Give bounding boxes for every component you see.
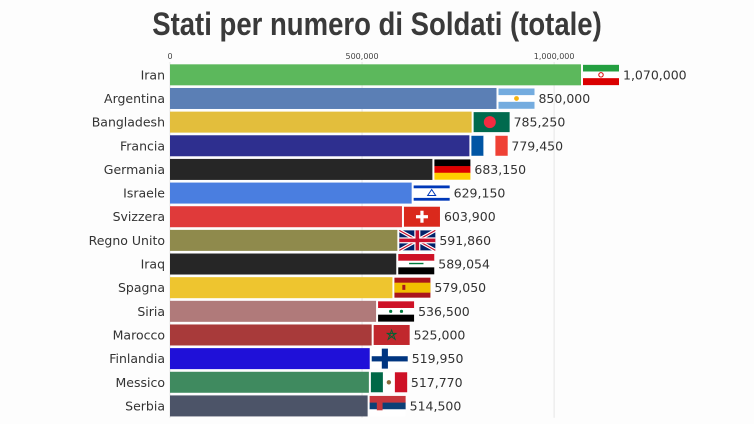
bar-argentina	[170, 87, 497, 109]
value-label: 785,250	[514, 115, 566, 130]
bar-bangladesh	[170, 111, 472, 133]
bar-serbia	[170, 395, 368, 417]
category-label: Messico	[116, 375, 166, 390]
value-label: 603,900	[444, 209, 496, 224]
x-tick-label: 0	[167, 52, 172, 61]
category-label: Siria	[137, 304, 165, 319]
france-flag-icon	[471, 135, 508, 156]
bar-svizzera	[170, 206, 402, 228]
mexico-flag-icon	[370, 372, 408, 393]
bar-israele	[170, 182, 412, 204]
bar-marocco	[170, 324, 372, 346]
value-label: 519,950	[412, 351, 464, 366]
switzerland-flag-icon	[403, 206, 440, 227]
category-label: Regno Unito	[89, 233, 165, 248]
category-label: Argentina	[104, 91, 165, 106]
bar-germania	[170, 158, 433, 180]
category-label: Marocco	[113, 327, 165, 342]
category-label: Israele	[123, 186, 165, 201]
value-label: 683,150	[474, 162, 526, 177]
category-label: Francia	[120, 138, 165, 153]
x-tick-label: 1,000,000	[534, 52, 575, 61]
iraq-flag-icon	[398, 254, 435, 275]
finland-flag-icon	[371, 348, 408, 369]
bar-francia	[170, 135, 470, 157]
category-label: Finlandia	[109, 351, 165, 366]
bangladesh-flag-icon	[473, 112, 510, 133]
value-label: 517,770	[411, 375, 463, 390]
bar-iran	[170, 64, 581, 86]
value-label: 1,070,000	[623, 67, 687, 82]
bar-iraq	[170, 253, 397, 275]
value-label: 779,450	[511, 138, 563, 153]
value-label: 514,500	[410, 398, 462, 413]
spain-flag-icon	[394, 277, 431, 298]
israel-flag-icon	[413, 183, 450, 204]
value-label: 536,500	[418, 304, 470, 319]
value-label: 591,860	[439, 233, 491, 248]
morocco-flag-icon	[373, 324, 410, 345]
x-tick-label: 500,000	[346, 52, 379, 61]
bar-siria	[170, 300, 377, 322]
value-label: 629,150	[454, 186, 506, 201]
uk-flag-icon	[398, 228, 437, 252]
bar-messico	[170, 371, 369, 393]
chart-title: Stati per numero di Soldati (totale)	[152, 6, 602, 42]
germany-flag-icon	[434, 159, 471, 180]
iran-flag-icon	[583, 64, 619, 86]
value-label: 589,054	[438, 257, 490, 272]
value-label: 579,050	[434, 280, 486, 295]
bar-spagna	[170, 277, 393, 299]
syria-flag-icon	[378, 301, 415, 322]
category-label: Serbia	[125, 398, 165, 413]
bar-regno-unito	[170, 229, 398, 251]
bar-finlandia	[170, 348, 370, 370]
value-label: 525,000	[414, 327, 466, 342]
category-label: Iran	[141, 67, 165, 82]
serbia-flag-icon	[369, 395, 406, 417]
argentina-flag-icon	[498, 88, 535, 109]
category-label: Svizzera	[113, 209, 165, 224]
category-label: Germania	[104, 162, 165, 177]
category-label: Bangladesh	[92, 115, 165, 130]
category-label: Spagna	[118, 280, 165, 295]
value-label: 850,000	[538, 91, 590, 106]
category-label: Iraq	[141, 257, 165, 272]
